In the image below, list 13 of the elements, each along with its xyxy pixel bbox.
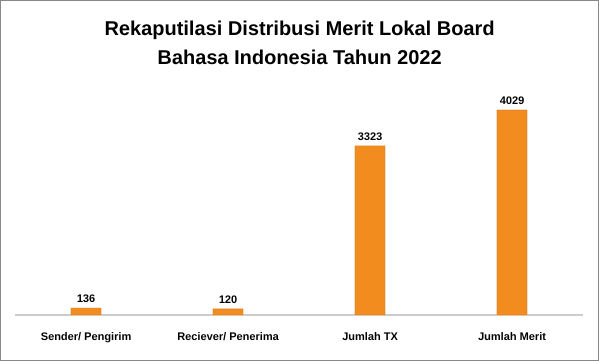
x-tick-label: Reciever/ Penerima [177,331,280,343]
x-tick-label: Sender/ Pengirim [40,331,132,343]
data-label: 4029 [500,95,524,107]
x-tick-label: Jumlah Merit [478,331,546,343]
bar [212,308,244,316]
bar [354,146,386,316]
x-tick-label: Jumlah TX [342,331,398,343]
data-label: 120 [218,294,238,306]
chart-title: Rekaputilasi Distribusi Merit Lokal Board Bahasa Indonesia Tahun 2022 [104,18,495,69]
data-label: 136 [76,293,96,306]
bar [70,308,102,316]
bar [496,110,528,316]
data-label: 3323 [358,130,382,143]
